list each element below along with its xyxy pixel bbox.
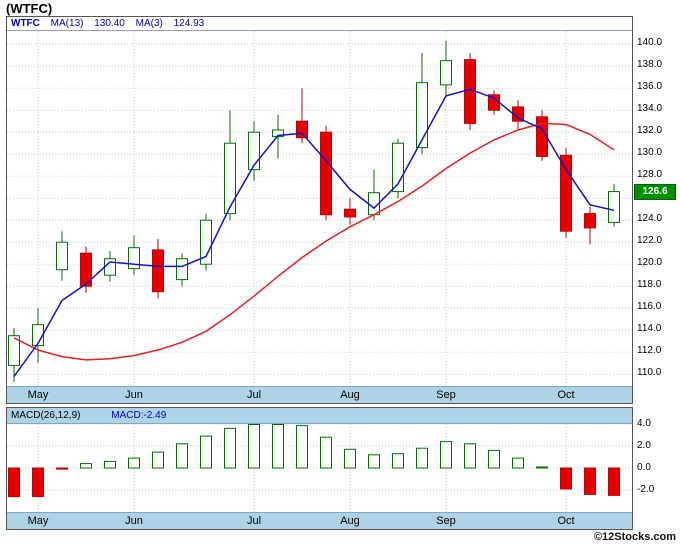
month-label-jul: Jul [246, 389, 262, 401]
price-tick-124.0: 124.0 [637, 213, 663, 224]
legend-ma3-label: MA(3) [135, 18, 163, 29]
price-tick-138.0: 138.0 [637, 59, 663, 70]
page-title: (WTFC) [6, 1, 53, 16]
macd-tick-2.0: 2.0 [637, 440, 651, 451]
legend-ma13-value: 130.40 [94, 18, 125, 29]
macd-label: MACD(26,12,9) [11, 410, 81, 421]
month-label-oct: Oct [557, 389, 575, 401]
price-tick-112.0: 112.0 [637, 345, 662, 356]
month-label-sep: Sep [436, 389, 456, 401]
month-label-aug: Aug [340, 515, 360, 527]
month-label-jun: Jun [125, 389, 143, 401]
price-legend: WTFC MA(13) 130.40 MA(3) 124.93 [7, 17, 632, 31]
legend-symbol: WTFC [11, 18, 40, 29]
month-label-jun: Jun [125, 515, 143, 527]
price-tick-134.0: 134.0 [637, 103, 663, 114]
month-label-oct: Oct [557, 515, 575, 527]
price-tick-110.0: 110.0 [637, 367, 662, 378]
last-price-badge: 126.6 [634, 184, 676, 200]
macd-panel: MACD(26,12,9) MACD:-2.49 May Jun Jul Aug Sep… [6, 407, 633, 530]
price-tick-136.0: 136.0 [637, 81, 663, 92]
macd-axis-labels: 4.0 2.0 0.0 -2.0 [636, 0, 680, 546]
price-tick-130.0: 130.0 [637, 147, 663, 158]
month-label-jul: Jul [246, 515, 262, 527]
month-label-may: May [27, 515, 49, 527]
price-axis-labels: 140.0 138.0 136.0 134.0 132.0 130.0 128.0 124.0… [636, 0, 680, 546]
price-tick-122.0: 122.0 [637, 235, 663, 246]
macd-value: MACD:-2.49 [111, 410, 167, 421]
price-tick-118.0: 118.0 [637, 279, 662, 290]
legend-ma13-label: MA(13) [50, 18, 84, 29]
macd-tick-4.0: 4.0 [637, 418, 651, 429]
price-tick-120.0: 120.0 [637, 257, 663, 268]
candlestick-plot [7, 31, 632, 386]
macd-tick--2.0: -2.0 [637, 484, 655, 495]
price-chart-panel: WTFC MA(13) 130.40 MA(3) 124.93 May Jun Ju… [6, 16, 633, 404]
legend-ma3-value: 124.93 [173, 18, 205, 29]
macd-legend: MACD(26,12,9) MACD:-2.49 [7, 408, 632, 424]
month-label-aug: Aug [340, 389, 360, 401]
macd-histogram-plot [7, 424, 632, 512]
price-tick-128.0: 128.0 [637, 169, 663, 180]
watermark: ©12Stocks.com [593, 531, 676, 543]
macd-month-axis: May Jun Jul Aug Sep Oct [7, 512, 632, 529]
price-month-axis: May Jun Jul Aug Sep Oct [7, 386, 632, 403]
price-tick-114.0: 114.0 [637, 323, 662, 334]
month-label-sep: Sep [436, 515, 456, 527]
price-tick-140.0: 140.0 [637, 37, 663, 48]
macd-tick-0.0: 0.0 [637, 462, 651, 473]
month-label-may: May [27, 389, 49, 401]
price-tick-132.0: 132.0 [637, 125, 663, 136]
price-tick-116.0: 116.0 [637, 301, 662, 312]
